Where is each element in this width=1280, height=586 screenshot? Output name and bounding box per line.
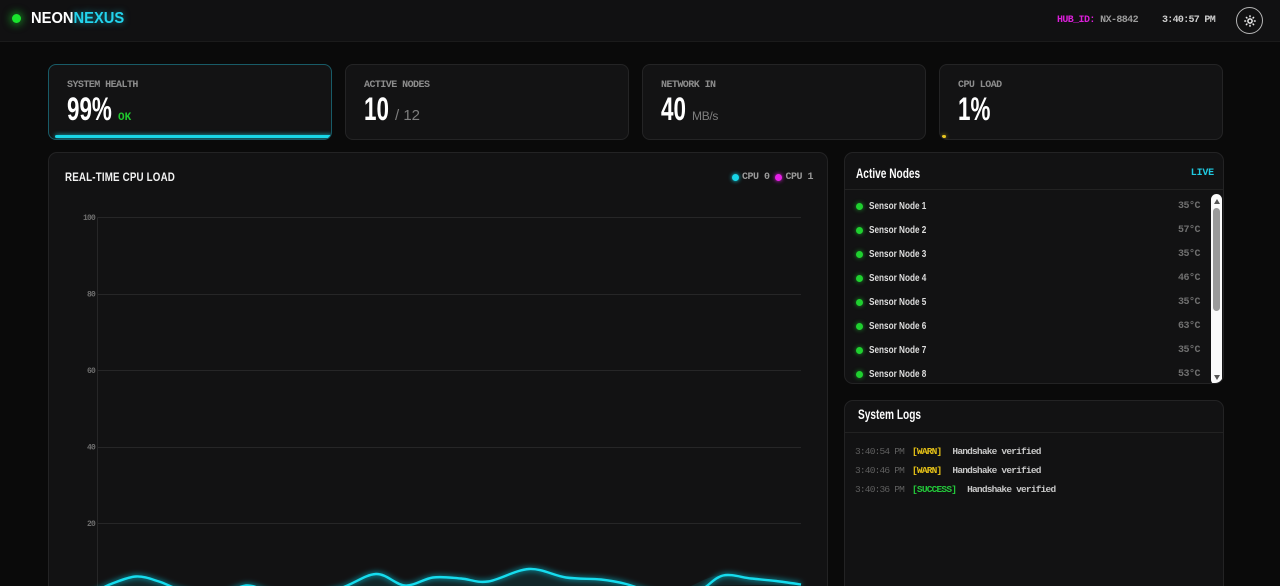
svg-text:60: 60 [87, 367, 96, 376]
svg-text:100: 100 [83, 214, 96, 223]
svg-text:40: 40 [87, 444, 96, 453]
svg-text:80: 80 [87, 291, 96, 300]
svg-text:20: 20 [87, 520, 96, 529]
